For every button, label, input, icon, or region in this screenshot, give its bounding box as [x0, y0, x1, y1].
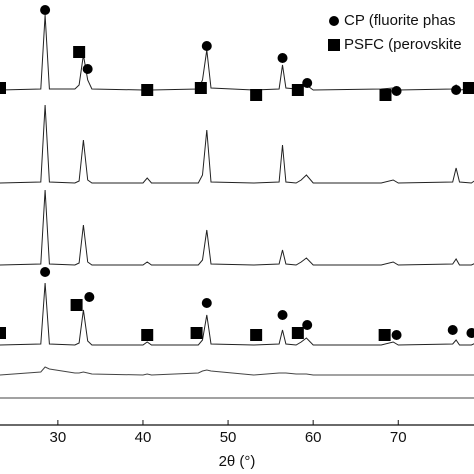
phase-marker: [190, 327, 203, 339]
phase-marker: [277, 53, 288, 63]
phase-marker: [451, 85, 462, 95]
phase-marker: [84, 292, 95, 302]
phase-marker: [40, 267, 51, 277]
phase-marker: [302, 78, 313, 88]
phase-marker: [391, 330, 402, 340]
phase-marker: [329, 16, 339, 26]
phase-marker: [277, 310, 288, 320]
x-tick-label: 30: [50, 429, 67, 446]
xrd-pattern: [0, 104, 474, 184]
phase-marker: [250, 329, 263, 341]
phase-marker: [82, 64, 93, 74]
phase-marker: [40, 5, 51, 15]
phase-marker: [201, 41, 212, 51]
phase-marker: [0, 82, 6, 94]
phase-marker: [73, 46, 86, 58]
phase-marker: [378, 329, 391, 341]
x-tick-label: 50: [220, 429, 237, 446]
xrd-pattern: [0, 366, 474, 376]
phase-marker: [70, 299, 83, 311]
phase-marker: [379, 89, 392, 101]
x-axis-label: 2θ (°): [219, 453, 256, 470]
phase-marker: [291, 84, 304, 96]
phase-marker: [447, 325, 458, 335]
phase-marker: [141, 84, 154, 96]
phase-marker: [141, 329, 154, 341]
phase-marker: [391, 86, 402, 96]
phase-marker: [302, 320, 313, 330]
phase-marker: [291, 327, 304, 339]
legend-label: CP (fluorite phas: [344, 12, 455, 29]
x-tick-label: 70: [390, 429, 407, 446]
phase-marker: [194, 82, 207, 94]
phase-marker: [201, 298, 212, 308]
phase-marker: [250, 89, 263, 101]
phase-marker: [0, 327, 6, 339]
phase-marker: [462, 82, 474, 94]
x-tick-label: 40: [135, 429, 152, 446]
phase-marker: [466, 328, 474, 338]
xrd-pattern: [0, 282, 474, 346]
x-tick-label: 60: [305, 429, 322, 446]
xrd-pattern: [0, 189, 474, 266]
phase-marker: [328, 39, 340, 51]
legend-label: PSFC (perovskite: [344, 36, 462, 53]
